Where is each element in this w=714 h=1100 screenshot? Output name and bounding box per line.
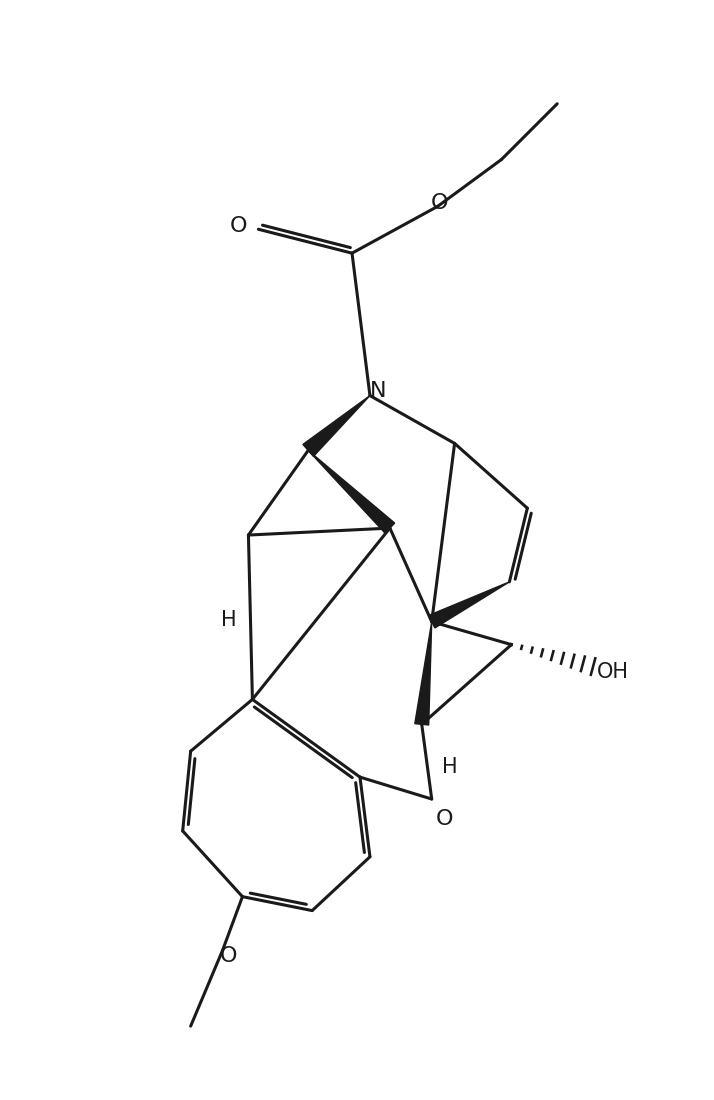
Text: O: O — [220, 946, 237, 967]
Polygon shape — [428, 582, 509, 628]
Text: O: O — [436, 808, 453, 829]
Polygon shape — [308, 450, 395, 534]
Text: N: N — [370, 381, 386, 400]
Text: H: H — [221, 609, 236, 629]
Polygon shape — [303, 396, 370, 456]
Text: H: H — [442, 757, 458, 778]
Text: O: O — [431, 194, 448, 213]
Text: O: O — [230, 217, 247, 236]
Text: OH: OH — [597, 661, 629, 682]
Polygon shape — [415, 621, 432, 725]
